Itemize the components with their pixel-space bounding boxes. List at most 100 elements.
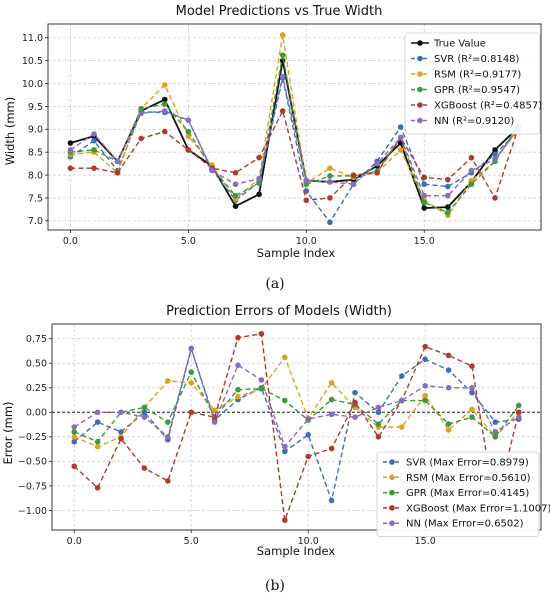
y-tick-label: −0.25 (18, 432, 47, 443)
data-point (114, 169, 121, 176)
data-point (445, 421, 452, 427)
data-point (161, 128, 168, 135)
data-point (303, 197, 310, 204)
data-point (279, 52, 286, 58)
legend-a: True Value SVR (R²=0.8148) RSM (R²=0.9177)… (404, 32, 542, 135)
data-point (94, 409, 101, 416)
x-tick-label: 0.0 (67, 536, 82, 547)
data-point (422, 343, 428, 350)
data-point (397, 124, 404, 130)
data-point (352, 399, 358, 406)
series-4 (71, 345, 522, 450)
data-point (185, 128, 192, 135)
data-point (256, 180, 262, 187)
data-point (374, 169, 380, 176)
data-point (138, 105, 144, 112)
series-line (70, 109, 520, 201)
data-point (421, 181, 428, 188)
data-point (188, 369, 195, 375)
data-point (235, 386, 241, 393)
data-point (328, 497, 335, 504)
y-tick-label: 0.25 (26, 383, 47, 394)
y-tick-label: −1.00 (18, 506, 47, 517)
legend-item: XGBoost (R²=0.4857) (411, 101, 542, 112)
data-point (422, 383, 428, 389)
plot-area-a (47, 23, 542, 231)
chart-title-a: Model Predictions vs True Width (176, 4, 383, 19)
data-point (165, 378, 171, 384)
data-point (118, 435, 124, 442)
series-1 (71, 354, 522, 450)
x-tick-label: 5.0 (181, 236, 196, 247)
series-line (70, 77, 520, 224)
data-point (94, 443, 101, 450)
legend-label: True Value (433, 39, 486, 50)
data-point (375, 434, 382, 440)
y-tick-label: −0.75 (18, 481, 47, 492)
series-line (70, 76, 520, 197)
chart-title-b: Prediction Errors of Models (Width) (166, 304, 392, 319)
legend-label: XGBoost (R²=0.4857) (434, 101, 542, 112)
data-point (161, 96, 168, 103)
plot-area-b (51, 323, 542, 531)
data-point (67, 147, 74, 153)
data-point (67, 165, 74, 171)
y-tick-label: 8.5 (28, 148, 43, 159)
data-point (209, 167, 215, 174)
legend-label: RSM (Max Error=0.5610) (406, 473, 531, 484)
data-point (71, 434, 78, 440)
data-point (282, 448, 288, 455)
data-point (398, 373, 405, 379)
data-point (375, 421, 382, 427)
data-point (374, 160, 380, 167)
data-point (469, 406, 475, 413)
legend-box (404, 32, 541, 135)
data-point (327, 173, 333, 179)
data-point (445, 192, 451, 199)
legend-label: NN (Max Error=0.6502) (406, 519, 524, 530)
data-point (397, 147, 404, 153)
x-tick-label: 0.0 (63, 236, 78, 247)
series-line (70, 34, 520, 217)
series-line (73, 346, 520, 449)
data-point (327, 219, 333, 226)
legend-item: RSM (Max Error=0.5610) (383, 473, 531, 484)
legend-item: RSM (R²=0.9177) (411, 70, 521, 81)
y-tick-label: 8.0 (28, 170, 43, 181)
data-point (327, 195, 333, 201)
data-point (352, 414, 358, 420)
data-point (138, 135, 144, 142)
series-line (70, 55, 520, 214)
data-point (91, 137, 97, 144)
data-point (279, 32, 286, 38)
data-point (232, 169, 239, 176)
data-point (161, 108, 168, 114)
data-point (421, 192, 428, 199)
legend-item: NN (Max Error=0.6502) (383, 519, 524, 530)
data-point (468, 167, 475, 174)
data-point (445, 384, 452, 391)
data-point (303, 177, 310, 184)
legend-label: RSM (R²=0.9177) (434, 70, 521, 81)
data-point (114, 158, 121, 165)
data-point (398, 397, 405, 404)
x-tick-label: 10.0 (298, 536, 319, 547)
data-point (282, 443, 288, 450)
data-point (279, 73, 286, 80)
y-tick-label: 11.0 (22, 33, 43, 44)
x-tick-label: 15.0 (414, 236, 435, 247)
data-point (468, 154, 475, 161)
data-point (421, 174, 428, 181)
legend-label: SVR (R²=0.8148) (434, 54, 520, 65)
data-point (71, 429, 78, 435)
data-point (94, 438, 101, 445)
y-axis-label-b: Error (mm) (1, 401, 15, 464)
x-tick-label: 15.0 (415, 536, 436, 547)
data-point (71, 424, 78, 430)
legend-item: GPR (R²=0.9547) (411, 85, 520, 96)
data-point (328, 396, 335, 403)
data-point (232, 203, 239, 209)
x-tick-label: 5.0 (184, 536, 199, 547)
x-axis-label-b: Sample Index (257, 544, 336, 558)
